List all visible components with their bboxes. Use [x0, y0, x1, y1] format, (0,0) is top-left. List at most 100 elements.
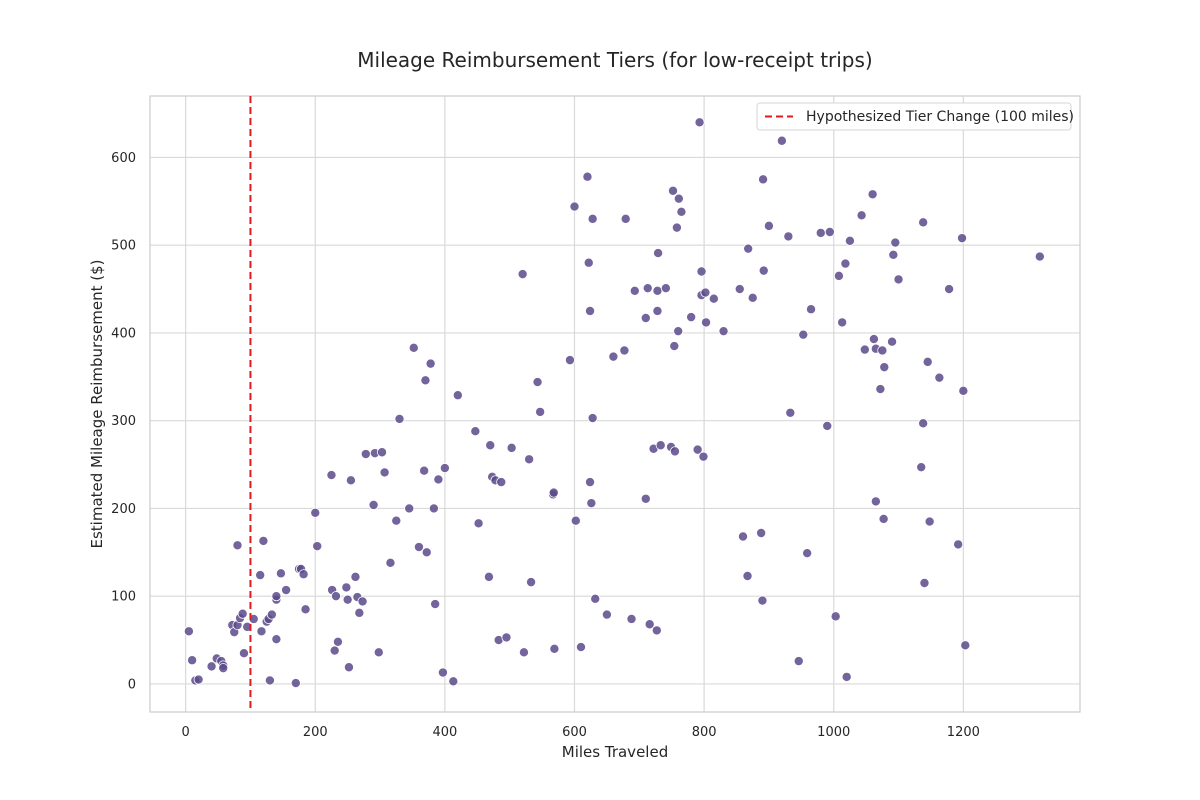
data-point — [737, 531, 748, 542]
data-point — [887, 336, 898, 347]
data-point — [833, 270, 844, 281]
data-point — [644, 619, 655, 630]
data-point — [433, 474, 444, 485]
data-point — [924, 516, 935, 527]
data-point — [549, 643, 560, 654]
data-point — [391, 515, 402, 526]
data-point — [587, 213, 598, 224]
data-point — [586, 498, 597, 509]
data-point — [232, 540, 243, 551]
data-point — [526, 577, 537, 588]
data-point — [629, 285, 640, 296]
data-point — [652, 285, 663, 296]
data-point — [425, 358, 436, 369]
data-point — [919, 578, 930, 589]
data-point — [298, 569, 309, 580]
data-point — [743, 243, 754, 254]
data-point — [888, 249, 899, 260]
data-point — [700, 287, 711, 298]
data-point — [271, 591, 282, 602]
data-point — [660, 283, 671, 294]
data-point — [373, 647, 384, 658]
data-point — [345, 475, 356, 486]
data-point — [944, 284, 955, 295]
data-point — [310, 507, 321, 518]
data-point — [300, 604, 311, 615]
data-point — [669, 341, 680, 352]
data-point — [342, 594, 353, 605]
y-tick-label: 600 — [111, 151, 136, 166]
data-point — [377, 447, 388, 458]
data-point — [918, 418, 929, 429]
data-point — [673, 326, 684, 337]
data-point — [669, 446, 680, 457]
data-point — [776, 135, 787, 146]
data-point — [238, 648, 249, 659]
data-point — [256, 626, 267, 637]
data-points — [183, 117, 1045, 689]
data-point — [626, 613, 637, 624]
data-point — [532, 377, 543, 388]
data-point — [332, 636, 343, 647]
data-point — [953, 539, 964, 550]
data-point — [696, 266, 707, 277]
data-point — [585, 305, 596, 316]
data-point — [187, 655, 198, 666]
data-point — [918, 217, 929, 228]
data-point — [496, 477, 507, 488]
x-axis-label: Miles Traveled — [562, 743, 668, 761]
data-point — [653, 248, 664, 259]
x-tick-label: 800 — [692, 725, 717, 740]
data-point — [652, 305, 663, 316]
y-tick-label: 400 — [111, 326, 136, 341]
data-point — [879, 362, 890, 373]
data-point — [517, 269, 528, 280]
data-point — [428, 503, 439, 514]
data-point — [934, 372, 945, 383]
data-point — [701, 317, 712, 328]
data-point — [326, 470, 337, 481]
data-point — [1034, 251, 1045, 262]
data-point — [698, 451, 709, 462]
data-point — [350, 571, 361, 582]
data-point — [290, 678, 301, 689]
data-point — [856, 210, 867, 221]
data-point — [957, 233, 968, 244]
data-point — [878, 513, 889, 524]
data-point — [524, 454, 535, 465]
data-point — [341, 582, 352, 593]
data-point — [758, 265, 769, 276]
data-point — [783, 231, 794, 242]
data-point — [655, 440, 666, 451]
data-point — [419, 465, 430, 476]
y-tick-label: 300 — [111, 414, 136, 429]
data-point — [506, 442, 517, 453]
data-point — [193, 674, 204, 685]
data-point — [830, 611, 841, 622]
data-point — [430, 599, 441, 610]
data-point — [718, 326, 729, 337]
data-point — [569, 201, 580, 212]
data-point — [676, 206, 687, 217]
data-point — [822, 420, 833, 431]
y-tick-label: 200 — [111, 502, 136, 517]
data-point — [470, 426, 481, 437]
x-tick-label: 0 — [182, 725, 190, 740]
data-point — [357, 596, 368, 607]
data-point — [642, 283, 653, 294]
data-point — [437, 667, 448, 678]
data-point — [448, 676, 459, 687]
data-point — [870, 496, 881, 507]
data-point — [960, 640, 971, 651]
data-point — [354, 607, 365, 618]
data-point — [619, 345, 630, 356]
data-point — [890, 237, 901, 248]
data-point — [840, 258, 851, 269]
data-point — [916, 462, 927, 473]
data-point — [793, 656, 804, 667]
data-point — [368, 499, 379, 510]
data-point — [692, 444, 703, 455]
data-point — [868, 334, 879, 345]
data-point — [640, 493, 651, 504]
